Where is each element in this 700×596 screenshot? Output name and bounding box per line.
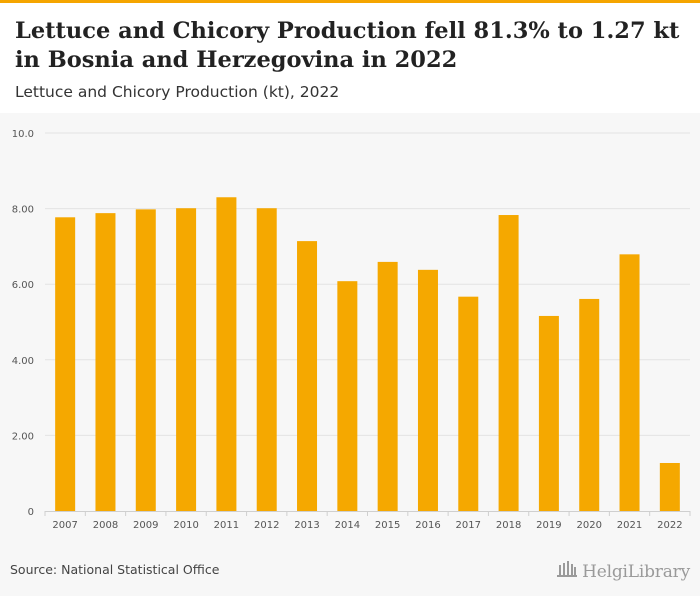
bar bbox=[176, 208, 197, 512]
x-tick-label: 2022 bbox=[657, 520, 682, 531]
x-tick-label: 2010 bbox=[173, 520, 198, 531]
y-tick-label: 4.00 bbox=[12, 356, 34, 367]
x-tick-label: 2018 bbox=[496, 520, 521, 531]
bar bbox=[579, 298, 600, 511]
y-tick-label: 0 bbox=[28, 507, 34, 518]
accent-bar bbox=[0, 0, 700, 3]
chart-header: Lettuce and Chicory Production fell 81.3… bbox=[0, 3, 700, 113]
x-tick-label: 2016 bbox=[415, 520, 440, 531]
y-axis-ticks: 0 2.00 4.00 6.00 8.00 10.0 bbox=[12, 129, 34, 518]
bar bbox=[95, 213, 116, 512]
chart-subtitle: Lettuce and Chicory Production (kt), 202… bbox=[15, 83, 340, 101]
x-tick-label: 2021 bbox=[617, 520, 642, 531]
y-tick-label: 2.00 bbox=[12, 431, 34, 442]
bar bbox=[55, 217, 76, 511]
bar bbox=[256, 208, 277, 512]
x-tick-label: 2012 bbox=[254, 520, 279, 531]
x-axis-ticks: 2007 2008 2009 2010 2011 2012 2013 2014 2015 2016… bbox=[52, 520, 682, 531]
x-tick-label: 2017 bbox=[456, 520, 481, 531]
bars bbox=[55, 197, 680, 512]
x-tick-label: 2011 bbox=[214, 520, 239, 531]
y-tick-label: 10.0 bbox=[12, 129, 34, 140]
x-tick-label: 2008 bbox=[93, 520, 118, 531]
x-tick-label: 2007 bbox=[52, 520, 77, 531]
x-tick-label: 2009 bbox=[133, 520, 158, 531]
bar bbox=[337, 281, 358, 511]
x-tick-label: 2020 bbox=[576, 520, 601, 531]
bar bbox=[297, 241, 318, 511]
x-tick-label: 2015 bbox=[375, 520, 400, 531]
y-tick-label: 6.00 bbox=[12, 280, 34, 291]
x-tick-label: 2019 bbox=[536, 520, 561, 531]
helgilibrary-logo[interactable]: HelgiLibrary bbox=[556, 558, 690, 582]
bar bbox=[458, 296, 479, 511]
bar bbox=[417, 269, 438, 511]
y-tick-label: 8.00 bbox=[12, 205, 34, 216]
bar bbox=[538, 315, 559, 511]
chart-title: Lettuce and Chicory Production fell 81.3… bbox=[15, 18, 680, 73]
bar bbox=[498, 215, 519, 511]
source-note: Source: National Statistical Office bbox=[10, 562, 220, 577]
bar bbox=[377, 261, 398, 511]
bar bbox=[216, 197, 237, 511]
bar bbox=[619, 254, 640, 511]
logo-text: HelgiLibrary bbox=[582, 562, 690, 582]
bar bbox=[659, 462, 680, 511]
x-tick-label: 2013 bbox=[294, 520, 319, 531]
x-axis bbox=[44, 511, 691, 516]
x-tick-label: 2014 bbox=[335, 520, 360, 531]
bar bbox=[135, 209, 156, 511]
chart-panel: 0 2.00 4.00 6.00 8.00 10.0 2007 2008 2009 2010 20… bbox=[0, 113, 700, 596]
library-building-icon bbox=[556, 558, 578, 582]
